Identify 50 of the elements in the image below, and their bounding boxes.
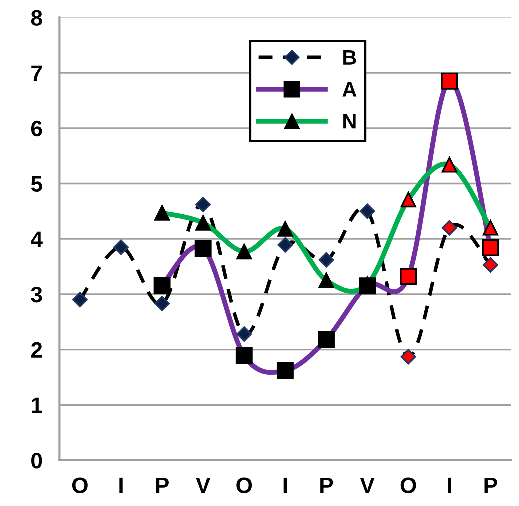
point [154, 277, 171, 294]
point [482, 239, 500, 256]
x-tick-label: O [72, 478, 88, 494]
y-tick-label: 0 [32, 452, 42, 469]
legend-label: N [344, 114, 356, 129]
x-tick-label: O [400, 478, 416, 494]
y-tick-label: 8 [31, 10, 42, 26]
point [400, 268, 418, 286]
x-tick-label: P [156, 478, 169, 494]
point [236, 347, 253, 364]
y-tick-label: 1 [32, 398, 42, 414]
y-tick-label: 4 [31, 232, 43, 248]
point [318, 331, 335, 348]
point [442, 220, 458, 236]
point [318, 272, 334, 288]
y-tick-label: 7 [32, 66, 42, 82]
point [278, 221, 294, 237]
point [400, 349, 416, 365]
point [318, 252, 334, 268]
y-tick-label: 2 [31, 342, 42, 358]
point [114, 240, 129, 256]
legend-label: A [342, 82, 357, 97]
x-tick-label: V [196, 478, 211, 494]
x-tick-label: P [484, 478, 498, 494]
point [441, 72, 458, 90]
point [482, 257, 498, 273]
point [72, 292, 88, 308]
x-tick-label: I [284, 478, 288, 494]
point [276, 362, 294, 380]
point [196, 215, 212, 231]
point [482, 220, 498, 236]
x-tick-label: V [360, 478, 375, 494]
point [360, 204, 376, 220]
x-tick-label: I [448, 478, 452, 494]
x-tick-label: I [120, 478, 123, 494]
point [196, 197, 212, 212]
legend-label: B [344, 50, 356, 65]
point [194, 240, 212, 257]
point [236, 326, 252, 342]
x-tick-label: O [236, 478, 252, 494]
y-tick-label: 6 [31, 120, 42, 137]
point [400, 192, 416, 208]
point [278, 237, 294, 253]
point [154, 205, 170, 221]
point [236, 244, 252, 260]
y-tick-label: 5 [31, 176, 42, 192]
y-tick-label: 3 [31, 286, 42, 303]
point [442, 157, 458, 173]
x-tick-label: P [320, 478, 334, 494]
point [154, 296, 170, 312]
